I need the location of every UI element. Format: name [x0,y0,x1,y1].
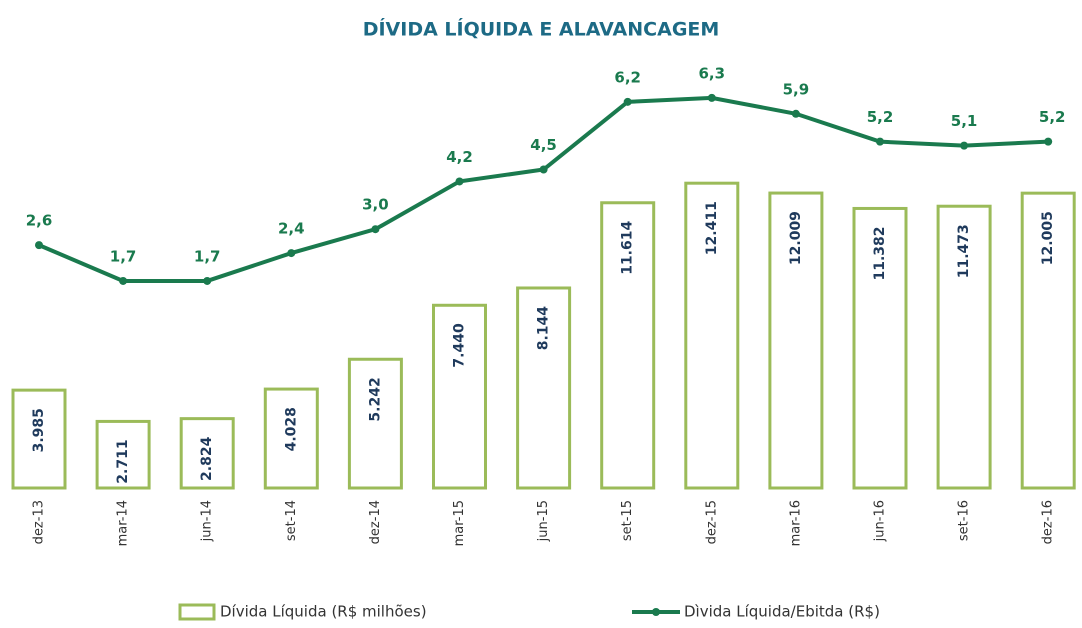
bar [1020,191,1076,490]
x-tick-label: set-15 [620,500,635,541]
line-point [371,225,380,234]
bar [432,303,487,490]
x-tick-label: dez-13 [32,500,47,544]
bar [852,206,908,490]
bar [936,204,992,490]
bar-label: 5.242 [367,377,383,421]
x-tick-label: mar-14 [116,500,131,546]
bar [95,419,151,490]
bar [684,181,740,490]
line-point [455,177,464,186]
line-point [287,249,296,258]
bar-label: 12.005 [1040,211,1056,265]
line-label: 4,2 [446,148,473,166]
line-label: 1,7 [194,247,221,265]
legend-label: Dívida Líquida (R$ milhões) [220,603,427,621]
bar [768,191,824,490]
bar-label: 2.824 [199,436,215,481]
x-tick-label: jun-16 [873,500,888,542]
legend-swatch [652,608,660,616]
line-label: 5,1 [951,112,978,130]
bar-label: 11.473 [956,224,972,278]
bar [263,387,319,490]
bar-label: 12.009 [788,211,804,265]
line-label: 5,2 [867,108,894,126]
line-point [1044,137,1053,146]
bar-label: 3.985 [31,408,47,452]
line-point [791,109,800,118]
bar-label: 4.028 [283,407,299,451]
bar-label: 12.411 [704,201,720,255]
line-point [623,97,632,106]
bar [600,201,656,490]
legend-swatch [178,603,216,621]
legend-label: Dìvida Líquida/Ebitda (R$) [684,603,880,621]
line-label: 2,6 [26,212,53,230]
line-point [203,276,212,285]
line-label: 1,7 [110,247,137,265]
bar-label: 11.382 [872,226,888,280]
line-point [539,165,548,174]
x-tick-label: mar-16 [788,500,803,546]
line-label: 5,2 [1039,108,1066,126]
chart-title: DÍVIDA LÍQUIDA E ALAVANCAGEM [363,18,720,41]
line-label: 6,3 [699,64,726,82]
x-tick-label: dez-14 [368,500,383,544]
line-label: 2,4 [278,220,305,238]
line-point [707,93,716,102]
bar [11,388,67,490]
x-tick-label: jun-14 [200,500,215,542]
line-point [876,137,884,146]
x-tick-label: mar-15 [452,500,467,546]
x-tick-label: dez-15 [704,500,719,544]
line-label: 4,5 [530,136,557,154]
line-label: 3,0 [362,196,389,214]
line-point [119,276,128,285]
line-point [960,141,969,150]
bar-label: 11.614 [620,221,636,275]
bar [516,286,572,490]
bar [347,357,403,490]
x-tick-label: jun-15 [536,500,551,542]
bar [179,417,235,490]
x-tick-label: set-16 [957,500,972,541]
bar-label: 8.144 [536,306,552,351]
x-tick-label: set-14 [284,500,299,541]
x-tick-label: dez-16 [1041,500,1056,544]
line-label: 6,2 [614,68,641,86]
bar-label: 2.711 [115,439,131,483]
bar-label: 7.440 [452,323,468,368]
line-label: 5,9 [783,80,810,98]
line-point [35,241,43,250]
